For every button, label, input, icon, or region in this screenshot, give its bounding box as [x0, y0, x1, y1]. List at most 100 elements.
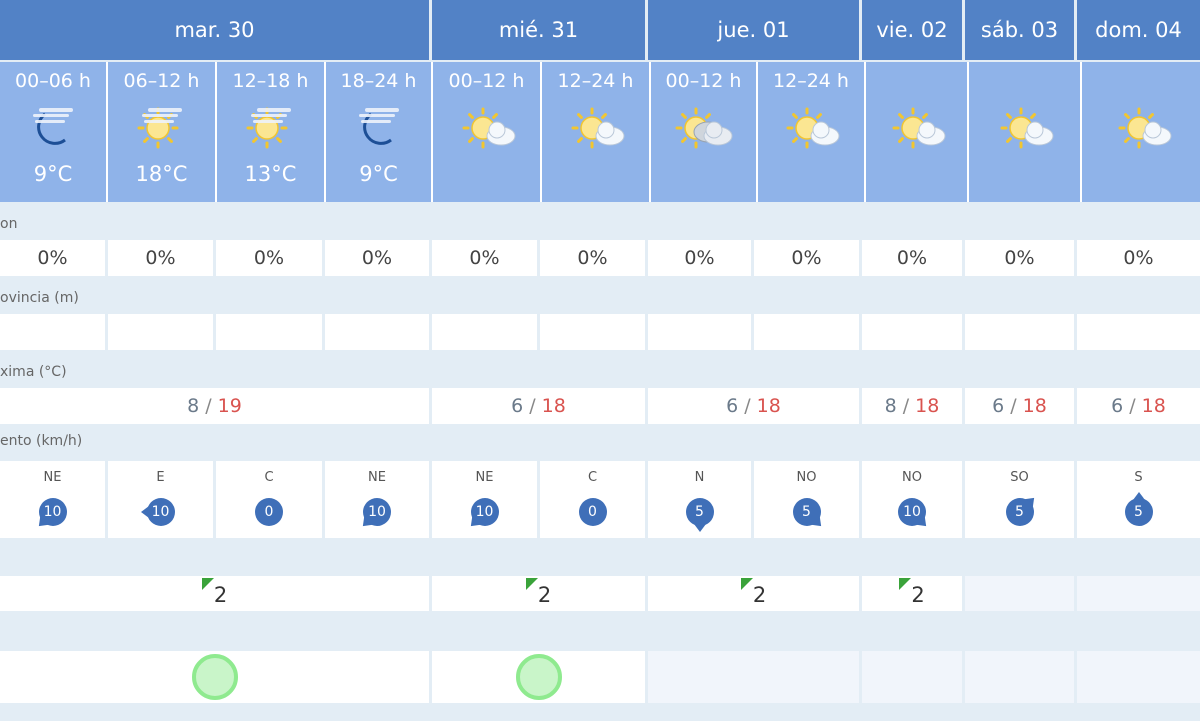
period-label: 12–24 h [773, 70, 849, 92]
uv-flag-icon [201, 578, 214, 590]
wind-cell: SO 5 [965, 461, 1074, 538]
wind-speed-badge: 5 [685, 498, 714, 526]
wind-cell: NO 5 [754, 461, 859, 538]
haze-icon [141, 108, 182, 123]
quality-good-icon [191, 654, 238, 700]
period-label [969, 70, 1080, 94]
temp-max: 18 [1022, 395, 1047, 417]
uv-cell [1077, 576, 1200, 611]
wind-direction: N [694, 470, 705, 485]
day-header[interactable]: mar. 30 [0, 0, 429, 60]
period-temp: 9°C [33, 162, 73, 186]
wind-speed-badge: 10 [38, 498, 67, 526]
snow-cell [1077, 314, 1200, 350]
period-cell: 00–06 h 9°C [0, 62, 106, 202]
snow-cell [862, 314, 962, 350]
snow-cell [754, 314, 859, 350]
day-header[interactable]: vie. 02 [862, 0, 962, 60]
snow-cell [965, 314, 1074, 350]
temp-min: 6 [726, 395, 739, 417]
uv-row: 2 2 2 2 [0, 576, 1200, 611]
quality-cell [0, 651, 429, 703]
quality-cell [1077, 651, 1200, 703]
day-header[interactable]: mié. 31 [432, 0, 645, 60]
temp-min: 6 [1111, 395, 1124, 417]
period-label: 12–24 h [557, 70, 634, 92]
uv-cell [965, 576, 1074, 611]
period-row: 00–06 h 9°C 06–12 h 18°C 12–18 h 13°C 18–24 h 9… [0, 62, 1200, 202]
wind-direction: E [156, 470, 165, 485]
wind-direction: S [1134, 470, 1143, 485]
cloud-icon [486, 121, 515, 146]
temp-separator: / [529, 395, 536, 417]
haze-icon [250, 108, 291, 123]
period-label: 06–12 h [123, 70, 200, 92]
precip-cell: 0% [965, 240, 1074, 276]
period-cell [1082, 62, 1200, 202]
temp-label: xima (°C) [0, 364, 67, 380]
period-label [866, 70, 967, 94]
cloud-icon [595, 121, 624, 146]
period-cell: 18–24 h 9°C [326, 62, 431, 202]
period-label: 18–24 h [340, 70, 417, 92]
period-label: 00–12 h [448, 70, 525, 92]
precip-cell: 0% [0, 240, 105, 276]
period-temp: 9°C [359, 162, 398, 186]
temp-max: 18 [915, 395, 940, 417]
precip-cell: 0% [648, 240, 751, 276]
uv-value: 2 [537, 583, 552, 607]
precip-row: 0% 0% 0% 0% 0% 0% 0% 0% 0% 0% 0% [0, 240, 1200, 276]
day-header[interactable]: sáb. 03 [965, 0, 1074, 60]
wind-speed-badge: 0 [578, 498, 607, 526]
temp-separator: / [1010, 395, 1017, 417]
snow-cell [432, 314, 537, 350]
temp-separator: / [205, 395, 212, 417]
wind-cell: NE 10 [325, 461, 429, 538]
sun-haze-icon [130, 100, 194, 156]
temp-cell: 6/18 [648, 388, 859, 424]
uv-cell: 2 [0, 576, 429, 611]
wind-cell: NE 10 [0, 461, 105, 538]
temp-min: 6 [992, 395, 1005, 417]
wind-cell: NE 10 [432, 461, 537, 538]
cloud-icon [810, 121, 840, 146]
period-cell: 12–18 h 13°C [217, 62, 324, 202]
period-cell [969, 62, 1080, 202]
wind-direction: C [587, 470, 598, 485]
snow-cell [108, 314, 213, 350]
cloud-icon [1142, 121, 1172, 146]
wind-direction: NE [475, 470, 494, 485]
quality-good-icon [515, 654, 562, 700]
snow-row [0, 314, 1200, 350]
temp-separator: / [744, 395, 751, 417]
wind-cell: NO 10 [862, 461, 962, 538]
temp-min: 6 [511, 395, 524, 417]
uv-cell: 2 [432, 576, 645, 611]
day-header[interactable]: jue. 01 [648, 0, 859, 60]
uv-cell: 2 [862, 576, 962, 611]
wind-direction: NO [796, 470, 817, 485]
moon-icon [37, 112, 66, 145]
cloudy-sun-icon [672, 100, 736, 156]
wind-direction: NE [43, 470, 62, 485]
wind-direction: NO [902, 470, 922, 485]
temp-row: 8/19 6/18 6/18 8/18 6/18 6/18 [0, 388, 1200, 424]
period-label: 12–18 h [232, 70, 309, 92]
snow-cell [648, 314, 751, 350]
moon-haze-icon [347, 100, 411, 156]
wind-direction: C [264, 470, 274, 485]
precip-cell: 0% [216, 240, 322, 276]
precip-cell: 0% [540, 240, 645, 276]
wind-speed-badge: 10 [363, 498, 391, 526]
day-header-row: mar. 30 mié. 31 jue. 01 vie. 02 sáb. 03 dom. … [0, 0, 1200, 62]
precip-label: on [0, 216, 18, 232]
period-cell [866, 62, 967, 202]
day-header[interactable]: dom. 04 [1077, 0, 1200, 60]
temp-cell: 6/18 [1077, 388, 1200, 424]
quality-cell [862, 651, 962, 703]
temp-cell: 6/18 [965, 388, 1074, 424]
sun-cloud-icon [1111, 100, 1175, 156]
sun-cloud-icon [455, 100, 519, 156]
